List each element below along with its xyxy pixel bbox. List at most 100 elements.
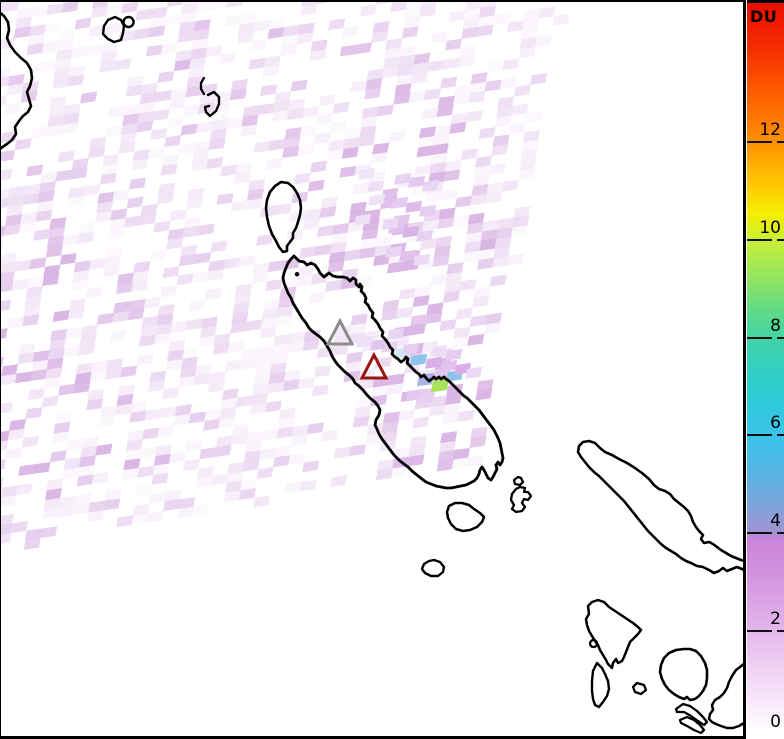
swath-pixel [206,157,224,170]
swath-pixel [54,57,72,70]
swath-pixel [78,343,96,356]
swath-pixel [130,279,149,292]
swath-pixel [238,488,257,501]
swath-pixel [176,273,194,286]
swath-pixel [284,127,302,140]
swath-pixel [134,484,153,497]
swath-pixel [107,227,125,240]
swath-pixel [446,262,464,275]
swath-pixel [342,137,360,150]
swath-pixel [57,150,75,163]
swath-pixel [31,5,49,18]
swath-pixel [386,261,404,274]
islet-squiggle-upper [512,475,525,487]
swath-pixel [430,344,448,357]
swath-pixel [7,195,25,208]
swath-pixel [8,185,26,198]
swath-pixel [178,21,196,34]
swath-pixel [13,26,31,39]
swath-pixel [398,54,416,67]
swath-pixel [104,367,123,380]
swath-pixel [287,341,305,354]
swath-pixel [330,474,348,487]
swath-pixel [199,92,217,105]
swath-pixel [79,334,97,346]
swath-pixel [470,426,488,439]
swath-pixel [413,52,431,65]
swath-pixel [492,134,510,147]
swath-pixel [219,407,237,419]
triangle-marker-gray[interactable] [325,317,355,346]
swath-pixel [200,316,219,329]
swath-pixel [40,526,58,539]
swath-pixel [316,113,334,126]
swath-pixel [188,299,206,312]
swath-pixel [477,15,495,28]
swath-pixel [198,102,216,115]
swath-pixel [282,146,300,159]
swath-pixel [484,312,502,325]
swath-pixel [208,371,227,384]
swath-pixel [212,109,230,122]
swath-pixel [471,184,489,196]
swath-pixel [204,409,222,422]
swath-pixel [413,253,431,266]
swath-pixel [46,478,64,491]
swath-pixel [116,393,134,406]
swath-pixel [96,312,115,325]
swath-pixel [481,219,499,232]
swath-pixel [55,169,73,182]
swath-pixel [182,225,200,238]
swath-pixel [83,184,101,197]
triangle-marker-red[interactable] [359,351,389,380]
swath-pixel [199,447,217,460]
swath-pixel [340,277,358,290]
swath-pixel [26,43,44,56]
swath-pixel [376,104,394,117]
swath-pixel [206,268,225,281]
swath-pixel [132,149,150,162]
swath-pixel [450,112,468,125]
swath-pixel [372,21,390,34]
swath-pixel [46,3,64,15]
swath-pixel [391,196,409,209]
swath-pixel [476,24,494,37]
swath-pixel [472,174,490,187]
swath-pixel [6,204,24,217]
swath-pixel [166,349,185,362]
swath-pixel [49,95,67,108]
swath-pixel [218,416,236,429]
swath-pixel [178,496,196,509]
swath-pixel [46,124,64,137]
swath-pixel [173,59,191,72]
swath-pixel [382,299,400,312]
swath-pixel [245,319,263,332]
swath-pixel [470,193,488,206]
swath-pixel [328,18,346,31]
swath-pixel [263,55,281,68]
swath-pixel [120,365,138,378]
swath-pixel [232,423,250,436]
swath-pixel [151,472,169,485]
swath-pixel [66,195,85,208]
swath-pixel [284,481,302,494]
swath-pixel [0,373,17,386]
swath-pixel [211,0,229,10]
swath-pixel [413,285,431,298]
colorbar-tick-mark [747,532,772,534]
swath-pixel [297,22,315,35]
swath-pixel [472,295,490,308]
swath-pixel [191,271,209,284]
swath-pixel [458,45,476,58]
swath-pixel [23,183,41,196]
swath-pixel [0,485,18,498]
swath-pixel [460,148,478,161]
swath-pixel [62,233,80,246]
swath-pixel [142,427,160,440]
swath-pixel [418,126,436,139]
swath-pixel [436,459,454,472]
swath-pixel [308,291,326,304]
swath-pixel [192,149,210,162]
swath-pixel [350,80,368,93]
swath-pixel [339,44,357,57]
